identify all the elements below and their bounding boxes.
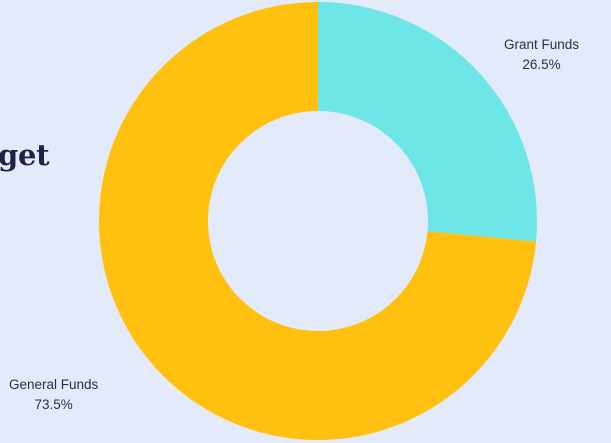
slice-percent-general-funds: 73.5% bbox=[34, 397, 73, 412]
donut-hole bbox=[208, 111, 428, 331]
slice-label-general-funds: General Funds 73.5% bbox=[9, 375, 98, 415]
slice-label-grant-funds: Grant Funds 26.5% bbox=[504, 35, 579, 75]
slice-percent-grant-funds: 26.5% bbox=[522, 57, 561, 72]
heading-fragment: get bbox=[0, 138, 50, 172]
slice-name-general-funds: General Funds bbox=[9, 377, 99, 392]
slice-name-grant-funds: Grant Funds bbox=[504, 37, 580, 52]
